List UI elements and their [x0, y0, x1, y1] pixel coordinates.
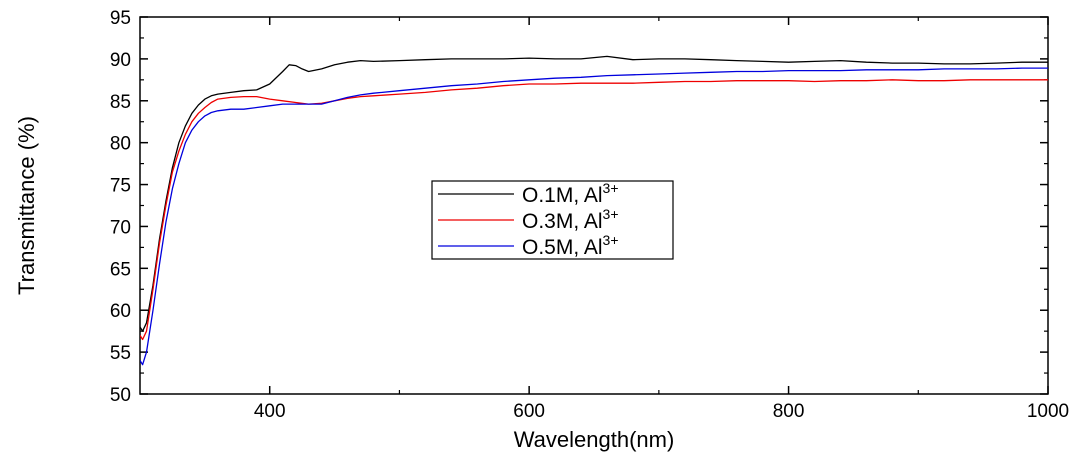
- y-tick-label: 80: [110, 134, 131, 155]
- y-tick-label: 65: [110, 259, 131, 280]
- x-tick-label: 1000: [1027, 401, 1069, 422]
- y-tick-label: 90: [110, 50, 131, 71]
- legend: O.1M, Al3+O.3M, Al3+O.5M, Al3+: [431, 180, 674, 260]
- legend-label-main: O.1M, Al: [522, 184, 603, 207]
- legend-label-main: O.3M, Al: [522, 210, 603, 233]
- y-tick-label: 70: [110, 217, 131, 238]
- y-tick-label: 75: [110, 176, 131, 197]
- y-tick-label: 55: [110, 343, 131, 364]
- legend-label-3: O.5M, Al3+: [522, 232, 619, 259]
- y-axis-ticks: 50 55 60 65 70 75 80 85 90 95: [110, 8, 1048, 406]
- y-tick-label: 50: [110, 385, 131, 406]
- y-axis-label: Transmittance (%): [14, 116, 39, 295]
- legend-label-superscript: 3+: [603, 206, 619, 222]
- series-lines: [140, 55, 1048, 366]
- y-tick-label: 60: [110, 301, 131, 322]
- series-line-3: [140, 67, 1048, 366]
- y-tick-label: 85: [110, 92, 131, 113]
- x-tick-label: 600: [513, 401, 545, 422]
- y-tick-label: 95: [110, 8, 131, 29]
- x-axis-ticks: 400 600 800 1000: [254, 17, 1069, 422]
- legend-label-1: O.1M, Al3+: [522, 180, 619, 207]
- legend-label-main: O.5M, Al: [522, 236, 603, 259]
- x-axis-label: Wavelength(nm): [514, 427, 675, 452]
- legend-label-superscript: 3+: [603, 232, 619, 248]
- x-tick-label: 400: [254, 401, 286, 422]
- x-tick-label: 800: [773, 401, 805, 422]
- series-line-2: [140, 79, 1048, 341]
- series-line-1: [140, 55, 1048, 332]
- legend-label-2: O.3M, Al3+: [522, 206, 619, 233]
- legend-label-superscript: 3+: [603, 180, 619, 196]
